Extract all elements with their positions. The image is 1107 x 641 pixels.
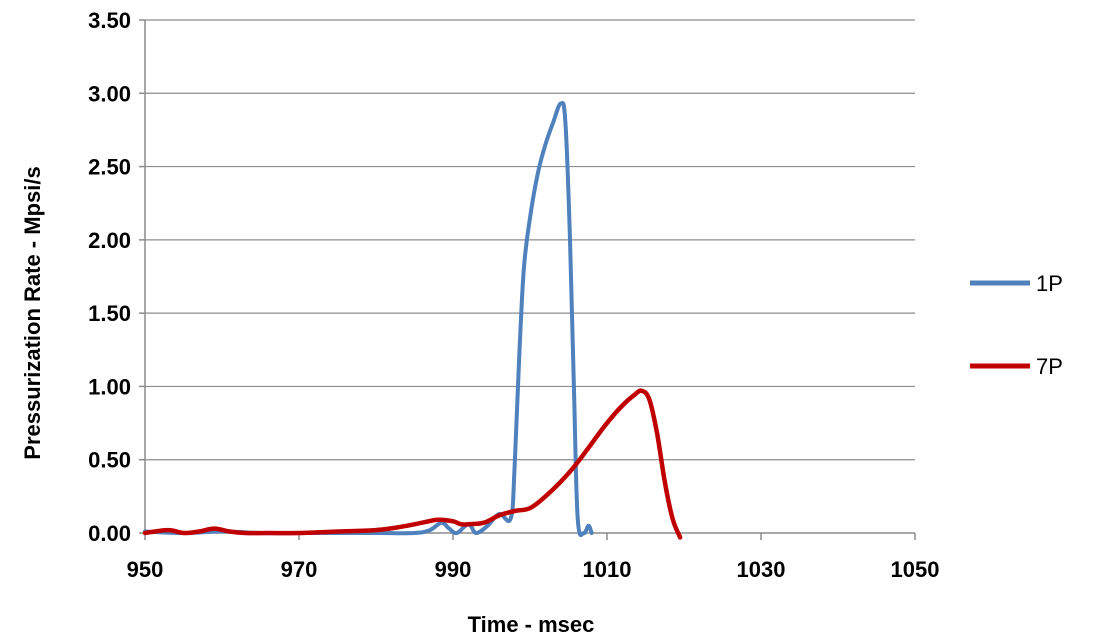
y-tick-label: 0.50 [88,448,131,473]
series-line-7p [142,388,683,540]
y-tick-label: 2.00 [88,228,131,253]
legend-label-1p: 1P [1036,271,1063,296]
x-tick-label: 950 [127,557,164,582]
y-tick-label: 1.00 [88,374,131,399]
series-lines [142,101,683,540]
y-tick-label: 2.50 [88,155,131,180]
x-tick-label: 1030 [737,557,786,582]
axes [139,19,916,540]
x-tick-label: 1010 [583,557,632,582]
x-tick-label: 990 [435,557,472,582]
y-tick-label: 3.00 [88,81,131,106]
y-tick-label: 1.50 [88,301,131,326]
x-axis-title: Time - msec [468,612,595,637]
gridlines [145,19,915,461]
y-tick-label: 0.00 [88,521,131,546]
legend: 1P 7P [970,271,1063,379]
x-tick-label: 1050 [891,557,940,582]
y-axis-title: Pressurization Rate - Mpsi/s [20,166,45,459]
x-tick-label: 970 [281,557,318,582]
legend-label-7p: 7P [1036,354,1063,379]
y-tick-label: 3.50 [88,8,131,33]
y-tick-labels: 0.00 0.50 1.00 1.50 2.00 2.50 3.00 3.50 [88,8,131,546]
x-tick-labels: 950 970 990 1010 1030 1050 [127,557,940,582]
series-line-1p [143,101,594,538]
